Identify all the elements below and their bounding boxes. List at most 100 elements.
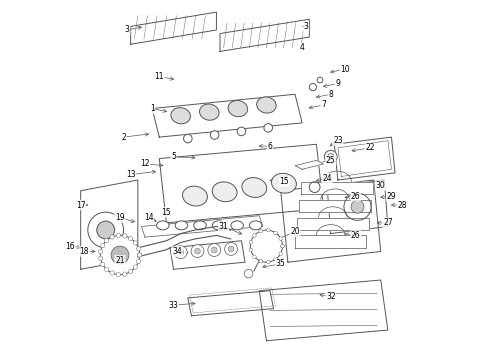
Polygon shape <box>299 200 371 212</box>
Circle shape <box>208 244 220 256</box>
Circle shape <box>195 248 200 254</box>
Text: 5: 5 <box>171 152 176 161</box>
Text: 18: 18 <box>79 247 89 256</box>
Circle shape <box>259 229 263 233</box>
Circle shape <box>191 245 204 257</box>
Text: 17: 17 <box>76 201 85 210</box>
Text: 8: 8 <box>328 90 333 99</box>
Circle shape <box>138 253 142 257</box>
Ellipse shape <box>249 221 262 230</box>
Circle shape <box>264 123 272 132</box>
Text: 35: 35 <box>276 260 286 269</box>
Circle shape <box>116 233 121 238</box>
Text: 21: 21 <box>115 256 125 265</box>
Ellipse shape <box>242 177 267 197</box>
Text: 31: 31 <box>219 222 228 231</box>
Circle shape <box>279 252 282 255</box>
Polygon shape <box>188 291 273 316</box>
Circle shape <box>97 221 115 239</box>
Circle shape <box>88 212 123 248</box>
Text: 22: 22 <box>365 143 375 152</box>
Text: 29: 29 <box>387 192 396 201</box>
Circle shape <box>253 255 256 258</box>
Circle shape <box>249 248 253 252</box>
Ellipse shape <box>212 221 225 230</box>
Circle shape <box>184 134 192 143</box>
Circle shape <box>309 84 317 91</box>
Circle shape <box>274 257 277 261</box>
Circle shape <box>104 238 109 243</box>
Circle shape <box>122 234 127 238</box>
Circle shape <box>110 235 114 239</box>
Polygon shape <box>81 180 138 269</box>
Ellipse shape <box>271 173 296 193</box>
Ellipse shape <box>228 100 247 117</box>
Ellipse shape <box>212 182 237 202</box>
Circle shape <box>133 241 138 245</box>
Circle shape <box>249 240 253 244</box>
Text: 26: 26 <box>351 192 361 201</box>
Text: 13: 13 <box>126 170 136 179</box>
Circle shape <box>111 246 129 264</box>
Text: 15: 15 <box>162 208 171 217</box>
Circle shape <box>309 182 320 193</box>
Polygon shape <box>301 182 373 194</box>
Text: 10: 10 <box>340 65 350 74</box>
Text: 23: 23 <box>333 136 343 145</box>
Polygon shape <box>281 180 381 262</box>
Circle shape <box>267 228 270 232</box>
Circle shape <box>210 131 219 139</box>
Circle shape <box>104 267 109 271</box>
Text: 30: 30 <box>376 181 386 190</box>
Ellipse shape <box>231 221 244 230</box>
Text: 7: 7 <box>321 100 326 109</box>
Text: 27: 27 <box>383 219 392 228</box>
Text: 1: 1 <box>150 104 154 113</box>
Circle shape <box>136 247 141 251</box>
Circle shape <box>344 193 371 220</box>
Text: 3: 3 <box>124 26 129 35</box>
Text: 25: 25 <box>326 156 336 165</box>
Text: 6: 6 <box>268 141 272 150</box>
Polygon shape <box>170 241 245 269</box>
Text: 11: 11 <box>154 72 164 81</box>
Ellipse shape <box>157 221 169 230</box>
Text: 9: 9 <box>336 79 341 88</box>
Ellipse shape <box>171 108 191 124</box>
Text: 15: 15 <box>279 177 289 186</box>
Circle shape <box>327 154 334 160</box>
Circle shape <box>253 234 256 237</box>
Circle shape <box>317 77 323 83</box>
Circle shape <box>122 272 127 276</box>
Circle shape <box>98 249 103 254</box>
Circle shape <box>228 246 234 252</box>
Text: 3: 3 <box>303 22 308 31</box>
Circle shape <box>133 265 138 269</box>
Circle shape <box>128 269 133 274</box>
Circle shape <box>178 249 184 255</box>
Polygon shape <box>142 216 263 237</box>
Circle shape <box>100 235 140 275</box>
Text: 12: 12 <box>140 159 150 168</box>
Circle shape <box>100 243 105 248</box>
Ellipse shape <box>175 221 188 230</box>
Text: 2: 2 <box>121 132 126 141</box>
Circle shape <box>224 243 238 255</box>
Text: 24: 24 <box>322 174 332 183</box>
Text: 16: 16 <box>65 242 75 251</box>
Ellipse shape <box>199 104 219 120</box>
Circle shape <box>259 259 263 263</box>
Ellipse shape <box>183 186 207 206</box>
Circle shape <box>250 230 283 262</box>
Polygon shape <box>295 160 323 169</box>
Circle shape <box>274 231 277 235</box>
Ellipse shape <box>257 97 276 113</box>
Polygon shape <box>152 94 302 137</box>
Circle shape <box>281 244 284 248</box>
Polygon shape <box>259 280 388 341</box>
Text: 32: 32 <box>326 292 336 301</box>
Circle shape <box>98 256 103 260</box>
Polygon shape <box>131 12 217 44</box>
Circle shape <box>136 259 141 264</box>
Polygon shape <box>297 217 368 230</box>
